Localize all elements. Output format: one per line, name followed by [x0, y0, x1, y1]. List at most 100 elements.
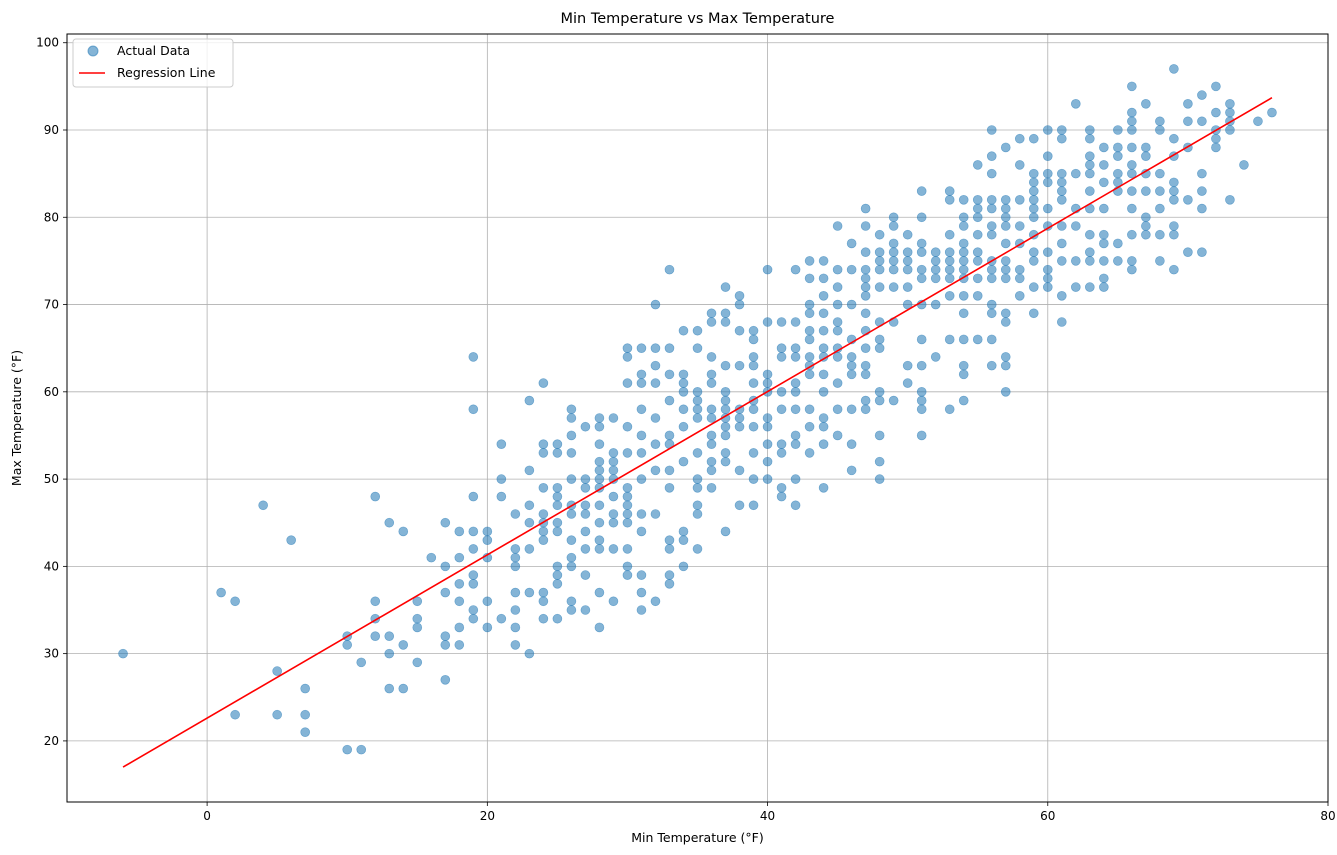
data-point	[902, 282, 913, 292]
data-point	[594, 622, 605, 633]
data-point	[552, 439, 563, 449]
data-point	[1000, 360, 1011, 371]
data-point	[1056, 125, 1067, 135]
y-tick-label: 30	[44, 647, 59, 661]
data-point	[370, 491, 381, 502]
data-point	[930, 256, 941, 266]
data-point	[412, 622, 423, 633]
data-point	[692, 544, 703, 554]
data-point	[622, 517, 633, 528]
data-point	[846, 369, 857, 380]
data-point	[566, 561, 577, 572]
data-point	[1056, 221, 1067, 231]
data-point	[1000, 264, 1011, 275]
data-point	[888, 282, 899, 292]
data-point	[916, 395, 927, 406]
data-point	[958, 221, 969, 231]
data-point	[1000, 221, 1011, 231]
data-point	[384, 517, 395, 528]
data-point	[636, 474, 647, 484]
data-point	[804, 256, 815, 266]
data-point	[1113, 142, 1123, 153]
data-point	[1014, 160, 1025, 170]
data-point	[1169, 186, 1179, 196]
data-point	[860, 247, 871, 257]
data-point	[664, 483, 675, 493]
data-point	[622, 544, 633, 554]
data-point	[552, 483, 563, 493]
data-point	[1113, 256, 1123, 266]
data-point	[790, 264, 801, 275]
data-point	[930, 352, 941, 362]
data-point	[986, 125, 997, 135]
data-point	[664, 264, 675, 275]
data-point	[384, 648, 395, 659]
data-point	[622, 500, 633, 511]
data-point	[594, 544, 605, 554]
data-point	[720, 430, 731, 441]
data-point	[1099, 273, 1109, 284]
data-point	[1267, 107, 1277, 118]
data-point	[510, 509, 521, 519]
legend-marker-actual-data	[87, 45, 99, 57]
data-point	[1141, 151, 1151, 161]
data-point	[706, 404, 717, 415]
data-point	[1197, 90, 1207, 100]
data-point	[608, 544, 619, 554]
data-point	[832, 378, 843, 388]
data-point	[720, 308, 731, 319]
data-point	[1113, 125, 1123, 135]
data-point	[832, 325, 843, 336]
data-point	[580, 605, 591, 615]
data-point	[468, 579, 479, 589]
data-point	[958, 212, 969, 223]
data-point	[1099, 177, 1109, 188]
data-point	[1028, 177, 1039, 188]
data-point	[720, 404, 731, 415]
data-point	[678, 421, 689, 432]
data-point	[692, 404, 703, 415]
data-point	[664, 579, 675, 589]
data-point	[384, 631, 395, 641]
data-point	[734, 360, 745, 371]
data-point	[1211, 81, 1221, 92]
data-point	[524, 587, 535, 598]
data-point	[664, 535, 675, 545]
data-point	[874, 430, 885, 441]
data-point	[1056, 291, 1067, 301]
data-point	[510, 640, 521, 650]
data-point	[776, 404, 787, 415]
data-point	[1085, 186, 1095, 196]
data-point	[468, 352, 479, 362]
data-point	[1085, 151, 1095, 161]
data-point	[692, 413, 703, 423]
data-point	[650, 439, 661, 449]
data-point	[552, 491, 563, 502]
data-point	[678, 378, 689, 388]
data-point	[370, 596, 381, 607]
data-point	[1014, 195, 1025, 205]
data-point	[538, 378, 549, 388]
data-point	[1127, 264, 1137, 275]
data-point	[860, 308, 871, 319]
data-point	[636, 448, 647, 458]
data-point	[944, 186, 955, 196]
data-point	[692, 509, 703, 519]
data-point	[1014, 291, 1025, 301]
data-point	[1197, 168, 1207, 179]
data-point	[986, 299, 997, 310]
data-point	[468, 526, 479, 537]
data-point	[552, 526, 563, 537]
data-point	[552, 561, 563, 572]
data-point	[1099, 203, 1109, 214]
data-point	[286, 535, 296, 545]
data-point	[678, 535, 689, 545]
data-point	[832, 221, 843, 231]
data-point	[902, 360, 913, 371]
data-point	[860, 203, 871, 214]
data-point	[762, 413, 773, 423]
data-point	[692, 395, 703, 406]
data-point	[636, 526, 647, 537]
data-point	[1155, 186, 1165, 196]
data-point	[468, 613, 479, 624]
